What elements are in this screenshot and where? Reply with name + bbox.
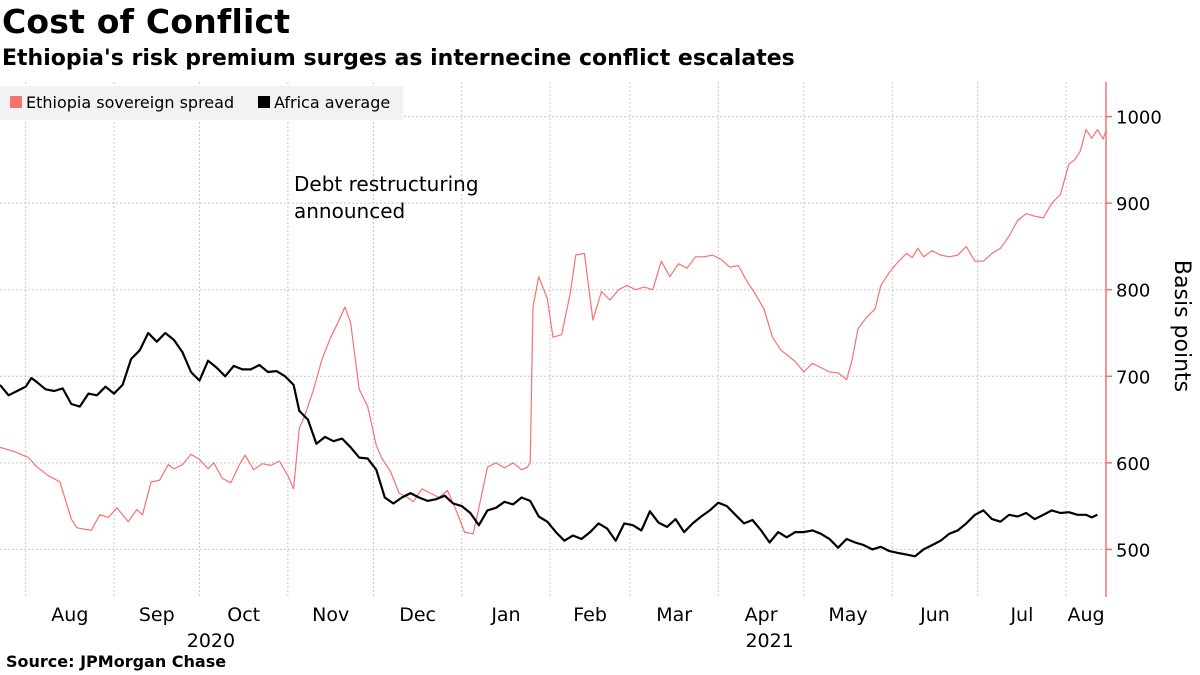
y-tick-label-900: 900 xyxy=(1116,194,1150,215)
x-tick-label-6: Feb xyxy=(573,604,607,626)
gridlines xyxy=(0,82,1106,597)
year-label-2021: 2021 xyxy=(745,630,793,652)
x-tick-label-10: Jun xyxy=(919,604,950,626)
x-axis: Aug Sep Oct Nov Dec Jan Feb Mar Apr May Jun Jul Aug 2… xyxy=(51,604,1104,652)
legend-label-africa: Africa average xyxy=(274,93,390,112)
legend: Ethiopia sovereign spread Africa average xyxy=(0,86,403,120)
chart-subtitle: Ethiopia's risk premium surges as intern… xyxy=(2,46,795,71)
x-tick-label-2: Oct xyxy=(227,604,260,626)
y-tick-label-700: 700 xyxy=(1116,367,1150,388)
legend-label-ethiopia: Ethiopia sovereign spread xyxy=(26,93,234,112)
y-tick-label-800: 800 xyxy=(1116,281,1150,302)
annotation-line-2: announced xyxy=(294,199,405,223)
x-tick-label-5: Jan xyxy=(490,604,520,626)
legend-swatch-africa xyxy=(258,96,270,108)
annotation-debt-restructuring: Debt restructuring announced xyxy=(294,172,479,223)
legend-swatch-ethiopia xyxy=(10,96,22,108)
africa-average-line xyxy=(0,331,1098,558)
y-tick-label-600: 600 xyxy=(1116,454,1150,475)
x-tick-label-11: Jul xyxy=(1009,604,1033,626)
y-axis-label: Basis points xyxy=(1169,260,1194,392)
x-tick-label-8: Apr xyxy=(745,604,778,626)
x-tick-label-4: Dec xyxy=(399,604,436,626)
year-label-2020: 2020 xyxy=(187,630,235,652)
chart-title: Cost of Conflict xyxy=(2,2,291,41)
y-tick-label-1000: 1000 xyxy=(1116,108,1162,129)
legend-background xyxy=(0,86,403,120)
x-tick-label-9: May xyxy=(828,604,867,626)
source-note: Source: JPMorgan Chase xyxy=(6,652,227,671)
x-tick-label-7: Mar xyxy=(656,604,692,626)
annotation-line-1: Debt restructuring xyxy=(294,172,479,196)
x-tick-label-3: Nov xyxy=(312,604,349,626)
y-axis: 500 600 700 800 900 1000 xyxy=(1105,82,1162,597)
ethiopia-spread-line xyxy=(0,129,1107,535)
x-tick-label-1: Sep xyxy=(139,604,175,626)
x-tick-label-0: Aug xyxy=(51,604,88,626)
x-tick-label-12: Aug xyxy=(1067,604,1104,626)
series-lines xyxy=(0,129,1107,558)
y-tick-label-500: 500 xyxy=(1116,540,1150,561)
